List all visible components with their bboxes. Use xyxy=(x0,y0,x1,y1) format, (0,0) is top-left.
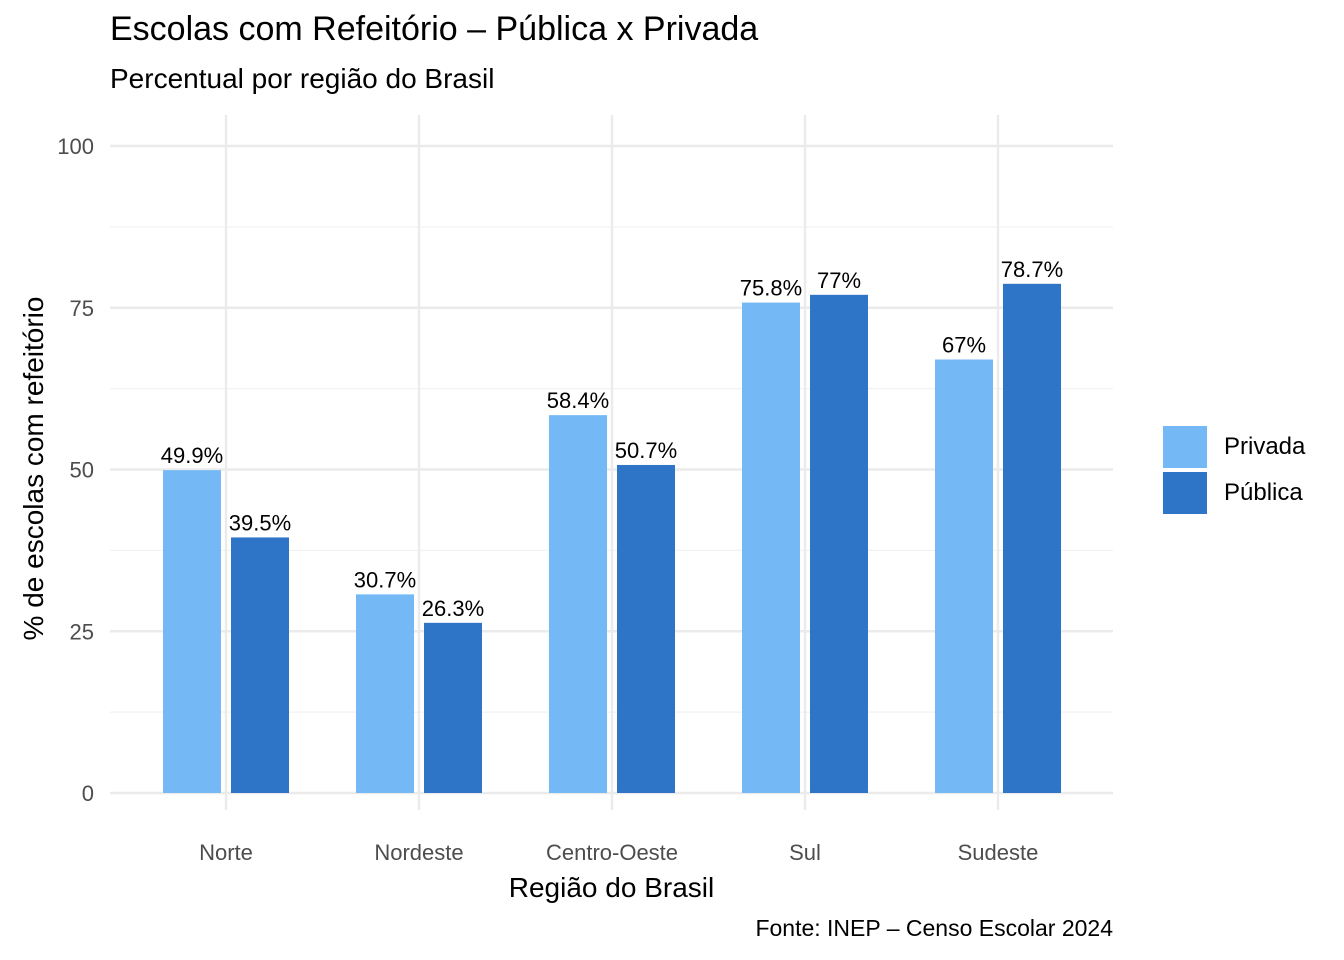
x-tick-label: Centro-Oeste xyxy=(546,840,678,865)
bar-value-label: 30.7% xyxy=(354,567,416,592)
chart-title: Escolas com Refeitório – Pública x Priva… xyxy=(110,10,759,48)
x-tick-label: Norte xyxy=(199,840,253,865)
legend: Privada Pública xyxy=(1163,424,1305,516)
legend-label-privada: Privada xyxy=(1224,433,1306,460)
y-axis-title: % de escolas com refeitório xyxy=(18,297,49,641)
bar xyxy=(356,594,414,793)
bar-value-label: 39.5% xyxy=(229,510,291,535)
y-tick-label: 50 xyxy=(70,458,94,483)
y-tick-label: 0 xyxy=(82,781,94,806)
legend-item-publica: Pública xyxy=(1163,470,1305,516)
y-tick-label: 75 xyxy=(70,296,94,321)
bar xyxy=(1003,283,1061,793)
bar xyxy=(810,294,868,793)
legend-key-publica xyxy=(1163,472,1207,514)
bar xyxy=(935,359,993,793)
bar xyxy=(742,302,800,793)
bar-value-label: 75.8% xyxy=(740,276,802,301)
chart-subtitle: Percentual por região do Brasil xyxy=(110,63,495,94)
y-tick-label: 25 xyxy=(70,619,94,644)
x-tick-label: Sudeste xyxy=(958,840,1039,865)
x-tick-label: Sul xyxy=(789,840,821,865)
legend-key-privada xyxy=(1163,426,1207,468)
bar-value-label: 26.3% xyxy=(422,596,484,621)
bar-value-label: 67% xyxy=(942,333,986,358)
legend-label-publica: Pública xyxy=(1224,479,1303,506)
chart-caption: Fonte: INEP – Censo Escolar 2024 xyxy=(755,915,1113,941)
bar xyxy=(549,415,607,793)
bar-value-label: 50.7% xyxy=(615,438,677,463)
y-tick-label: 100 xyxy=(57,134,94,159)
bar xyxy=(231,537,289,793)
bar-value-label: 78.7% xyxy=(1001,257,1063,282)
x-tick-label: Nordeste xyxy=(374,840,463,865)
bar-value-label: 49.9% xyxy=(161,443,223,468)
bar xyxy=(617,464,675,793)
bar xyxy=(163,470,221,793)
bar-value-label: 58.4% xyxy=(547,388,609,413)
bar-value-label: 77% xyxy=(817,268,861,293)
bar xyxy=(424,622,482,793)
legend-item-privada: Privada xyxy=(1163,424,1305,470)
x-axis-title: Região do Brasil xyxy=(509,872,714,903)
